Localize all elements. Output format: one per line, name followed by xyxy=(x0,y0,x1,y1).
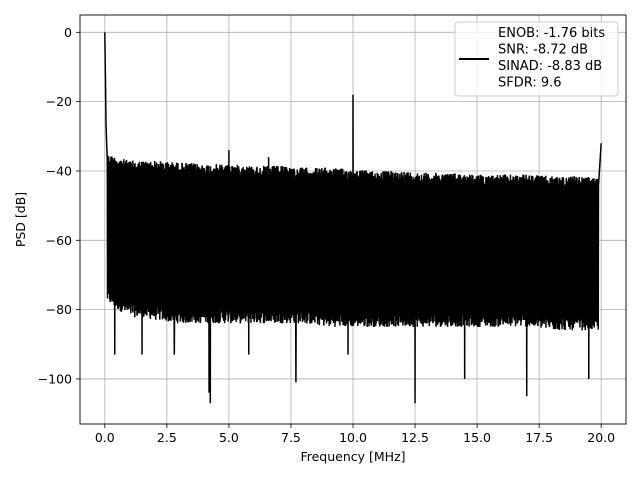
y-tick-label: −80 xyxy=(46,302,72,317)
x-tick-label: 0.0 xyxy=(95,430,115,445)
legend-sfdr-text: SFDR: 9.6 xyxy=(498,76,562,91)
x-tick-label: 15.0 xyxy=(463,430,491,445)
y-axis-label: PSD [dB] xyxy=(13,192,28,247)
y-tick-label: 0 xyxy=(64,25,72,40)
x-axis-label: Frequency [MHz] xyxy=(300,449,405,464)
legend-sinad-text: SINAD: -8.83 dB xyxy=(498,59,602,74)
x-tick-label: 2.5 xyxy=(157,430,177,445)
legend-snr-text: SNR: -8.72 dB xyxy=(498,43,588,58)
plot-area xyxy=(104,32,602,404)
y-tick-label: −60 xyxy=(46,233,72,248)
y-tick-label: −20 xyxy=(46,94,72,109)
x-tick-label: 12.5 xyxy=(401,430,429,445)
legend: ENOB: -1.76 bits SNR: -8.72 dB SINAD: -8… xyxy=(454,21,619,97)
x-tick-label: 5.0 xyxy=(219,430,239,445)
y-tick-label: −40 xyxy=(46,163,72,178)
x-tick-label: 10.0 xyxy=(339,430,367,445)
y-tick-label: −100 xyxy=(38,371,72,386)
legend-enob-text: ENOB: -1.76 bits xyxy=(498,26,605,41)
psd-trace-line xyxy=(104,32,602,404)
x-tick-label: 20.0 xyxy=(587,430,615,445)
legend-box xyxy=(454,21,619,97)
x-axis-ticks: 0.0 2.5 5.0 7.5 10.0 12.5 15.0 17.5 20.0 xyxy=(95,424,615,445)
x-tick-label: 7.5 xyxy=(281,430,301,445)
y-axis-ticks: 0 −20 −40 −60 −80 −100 xyxy=(38,25,80,386)
x-tick-label: 17.5 xyxy=(525,430,553,445)
